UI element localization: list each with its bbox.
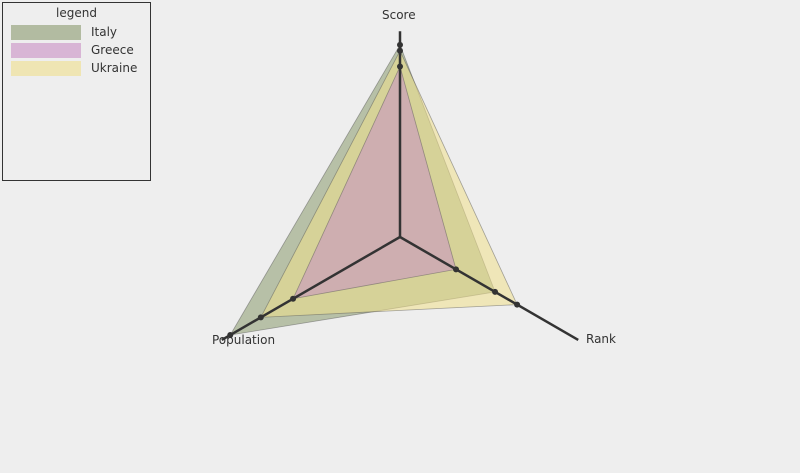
point-ukraine-rank xyxy=(514,301,521,308)
point-ukraine-population xyxy=(257,314,264,321)
legend-label-italy: Italy xyxy=(91,25,118,39)
axis-label-rank: Rank xyxy=(586,332,616,346)
axis-line-rank xyxy=(399,235,579,341)
legend: legend Italy Greece Ukraine xyxy=(2,2,151,181)
point-ukraine-score xyxy=(397,47,403,54)
legend-label-greece: Greece xyxy=(91,43,134,57)
legend-swatch-ukraine xyxy=(11,60,81,76)
axis-label-population: Population xyxy=(212,333,275,347)
axis-label-score: Score xyxy=(382,8,416,22)
series-area-greece xyxy=(292,65,457,300)
legend-item-greece: Greece xyxy=(11,42,134,58)
point-greece-score xyxy=(397,63,403,70)
legend-item-italy: Italy xyxy=(11,24,117,40)
axis-labels: Score Population Rank xyxy=(212,8,616,347)
point-italy-population xyxy=(227,332,234,338)
axis-line-population xyxy=(221,235,401,341)
legend-label-ukraine: Ukraine xyxy=(91,61,138,75)
legend-swatch-greece xyxy=(11,42,81,58)
series-polygons xyxy=(229,44,518,336)
legend-title: legend xyxy=(56,6,97,20)
series-points xyxy=(227,41,521,338)
point-greece-population xyxy=(290,295,297,302)
point-italy-rank xyxy=(492,288,499,295)
point-greece-rank xyxy=(453,266,460,273)
legend-swatch-italy xyxy=(11,24,81,40)
legend-item-ukraine: Ukraine xyxy=(11,60,137,76)
point-italy-score xyxy=(397,41,403,48)
